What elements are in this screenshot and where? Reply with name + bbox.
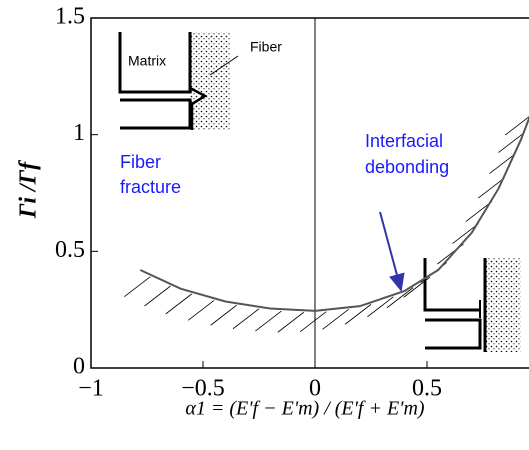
hatch <box>489 154 515 174</box>
hatch <box>478 178 504 198</box>
hatch <box>211 305 237 325</box>
curve <box>140 104 529 311</box>
y-axis-label: Γi /Γf <box>16 160 42 219</box>
arrow <box>380 212 401 290</box>
y-tick-label: 1 <box>73 120 85 146</box>
hatch <box>387 288 413 308</box>
y-tick-label: 0.5 <box>55 237 85 263</box>
x-axis-label: α1 = (E'f − E'm) / (E'f + E'm) <box>185 398 425 420</box>
hatch <box>166 294 192 314</box>
y-tick-label: 1.5 <box>55 4 85 30</box>
annotation: Matrix <box>128 53 166 69</box>
hatch <box>323 309 349 329</box>
inset-fiber-fracture <box>112 28 238 130</box>
inset-debonding <box>425 258 521 352</box>
hatch <box>233 309 259 329</box>
y-tick-label: 0 <box>73 354 85 380</box>
annotation: Fiber <box>250 39 282 55</box>
hatch <box>278 312 304 332</box>
annotation: debonding <box>365 157 449 177</box>
hatch <box>300 312 326 332</box>
hatch <box>505 115 529 135</box>
hatch <box>188 300 214 320</box>
hatch <box>124 277 150 297</box>
hatch <box>255 311 281 331</box>
hatch <box>145 286 171 306</box>
chart: −1−0.500.5100.511.5α1 = (E'f − E'm) / (E… <box>0 0 529 450</box>
annotation: Interfacial <box>365 131 443 151</box>
annotation: Fiber <box>120 152 161 172</box>
annotation: fracture <box>120 177 181 197</box>
